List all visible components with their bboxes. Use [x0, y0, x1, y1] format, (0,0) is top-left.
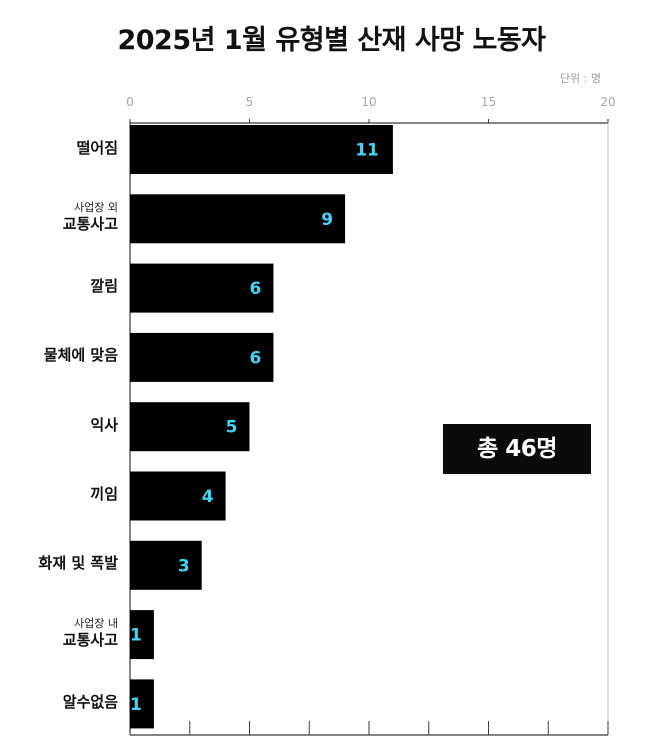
bar-value-label: 9: [321, 210, 333, 230]
bar-value-label: 1: [130, 626, 142, 646]
x-tick-label: 0: [126, 95, 134, 109]
bar-value-label: 6: [250, 279, 262, 299]
category-label: 익사: [0, 415, 118, 434]
total-badge: 총 46명: [443, 424, 591, 474]
x-tick-label: 15: [481, 95, 496, 109]
category-label: 알수없음: [0, 692, 118, 711]
bar: [130, 194, 346, 244]
bar-value-label: 11: [355, 141, 379, 161]
category-label: 끼임: [0, 485, 118, 503]
x-tick-label: 10: [361, 95, 376, 109]
category-label-main: 깔림: [90, 277, 118, 296]
x-tick-label: 20: [600, 95, 615, 109]
category-label-main: 떨어짐: [76, 138, 118, 157]
bar: [130, 679, 154, 729]
category-label-main: 익사: [90, 415, 118, 434]
category-label: 사업장 내 교통사고: [0, 616, 118, 650]
bar-value-label: 6: [250, 348, 262, 368]
bar: [130, 540, 202, 590]
bar: [130, 332, 274, 382]
bar: [130, 402, 250, 452]
chart-title: 2025년 1월 유형별 산재 사망 노동자: [117, 25, 546, 56]
category-label: 화재 및 폭발: [0, 554, 118, 573]
category-label: 깔림: [0, 277, 118, 296]
category-label-main: 교통사고: [62, 215, 118, 234]
category-label-main: 화재 및 폭발: [38, 554, 118, 573]
unit-label: 단위 : 명: [559, 72, 601, 85]
category-label-sub: 사업장 내: [74, 616, 118, 630]
bar-value-label: 5: [226, 418, 238, 438]
x-tick-label: 5: [246, 95, 254, 109]
bar-value-label: 1: [130, 695, 142, 715]
category-label-main: 알수없음: [62, 692, 118, 711]
bar-value-label: 3: [178, 556, 190, 576]
category-label: 사업장 외 교통사고: [0, 200, 118, 234]
category-label: 떨어짐: [0, 138, 118, 157]
bar-value-label: 4: [202, 487, 214, 507]
category-label: 물체에 맞음: [0, 346, 118, 365]
bar: [130, 610, 154, 660]
category-label-sub: 사업장 외: [74, 200, 118, 214]
bar: [130, 263, 274, 313]
bar: [130, 125, 393, 174]
bar: [130, 471, 226, 521]
category-label-main: 물체에 맞음: [43, 346, 118, 365]
category-label-main: 끼임: [90, 485, 118, 503]
category-label-main: 교통사고: [62, 631, 118, 650]
